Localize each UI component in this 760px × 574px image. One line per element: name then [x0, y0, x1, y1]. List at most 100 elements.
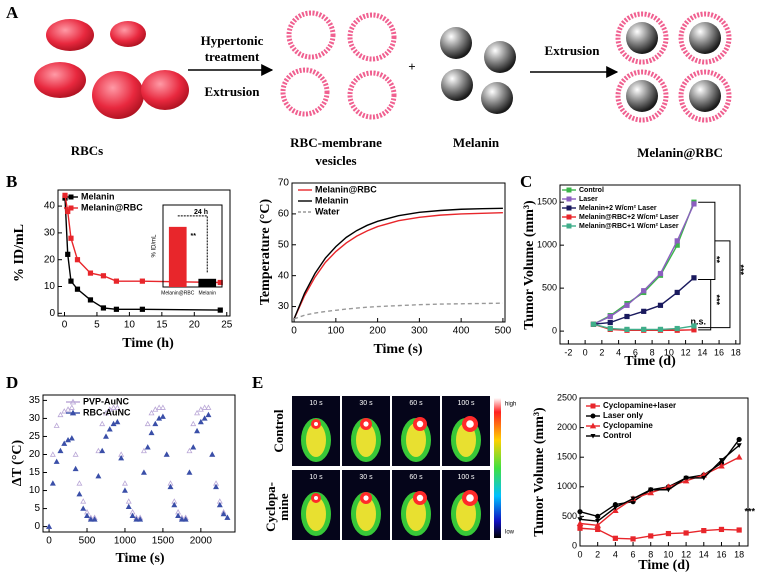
data-point: [159, 404, 166, 410]
data-point: [144, 420, 151, 427]
y-tick-label: 35: [29, 395, 41, 406]
melanin-particle: [484, 41, 516, 73]
data-point: [57, 411, 64, 418]
data-point: [201, 415, 208, 421]
diagram-label: Melanin@RBC: [637, 145, 723, 160]
data-point: [186, 469, 193, 475]
data-point: [87, 297, 94, 303]
series-line: [579, 439, 740, 518]
data-point: [144, 444, 151, 450]
x-axis-title: Time (s): [373, 342, 422, 357]
data-point: [114, 404, 121, 410]
x-tick-label: 5: [94, 320, 100, 331]
data-point: [607, 325, 613, 332]
data-point: [140, 447, 147, 454]
data-point: [736, 443, 742, 448]
data-point: [110, 404, 117, 410]
chart: 0 2 4 6 8 10 12 14 16 18 0 500 1000 1500 2000 2500 Time …: [532, 392, 755, 573]
data-point: [682, 477, 690, 484]
time-label: 100 s: [457, 474, 475, 481]
data-point: [167, 483, 174, 490]
data-point: [121, 480, 128, 486]
data-point: [118, 454, 125, 461]
data-point: [68, 278, 74, 284]
melanin-particle: [441, 69, 473, 101]
chart: % ID/mL 24 h ** Melanin@RBC Melanin: [152, 204, 223, 296]
legend-label: Melanin: [81, 191, 115, 201]
series-line: [293, 302, 503, 320]
data-point: [80, 505, 87, 511]
x-tick-label: 4: [616, 347, 621, 357]
data-point: [156, 404, 163, 410]
x-tick-label: 18: [731, 347, 741, 357]
row-label: mine: [276, 493, 291, 521]
data-point: [590, 321, 597, 327]
time-label: 60 s: [409, 474, 423, 481]
data-point: [182, 516, 189, 522]
data-point: [683, 475, 689, 481]
time-label: 30 s: [359, 400, 373, 407]
data-point: [80, 498, 87, 504]
data-point: [65, 251, 71, 257]
legend-label: PVP-AuNC: [83, 396, 130, 406]
plot-frame: [57, 189, 231, 317]
y-tick-label: 1000: [537, 240, 557, 250]
y-tick-label: 0: [552, 325, 557, 335]
chart: 0 100 200 300 400 500 30 40 50 60 70 Time (s) Temper…: [258, 178, 511, 358]
data-point: [674, 289, 680, 296]
y-axis-title: % ID/mL: [12, 224, 27, 282]
data-point: [69, 398, 77, 405]
vesicle: [280, 67, 330, 117]
data-point: [566, 187, 572, 193]
data-point: [106, 406, 113, 412]
data-point: [683, 530, 689, 536]
data-point: [148, 409, 155, 416]
data-point: [49, 480, 56, 486]
data-point: [110, 420, 117, 427]
data-point: [701, 528, 707, 534]
data-point: [114, 418, 121, 425]
y-tick-label: 0: [572, 540, 577, 550]
data-point: [590, 434, 596, 439]
x-tick-label: 100: [328, 326, 345, 337]
x-tick-label: 0: [62, 320, 68, 331]
y-tick-label: 5: [34, 503, 40, 514]
data-point: [612, 505, 618, 511]
data-point: [607, 319, 613, 326]
time-label: 10 s: [309, 474, 323, 481]
plus-sign: +: [408, 59, 415, 74]
data-point: [736, 527, 742, 533]
legend-label: Control: [603, 431, 631, 440]
legend-label: Melanin: [315, 195, 349, 205]
data-point: [99, 447, 106, 454]
x-tick-label: 2: [595, 549, 600, 559]
data-point: [701, 475, 707, 481]
melanin-particle: [481, 82, 513, 114]
diagram: RBCs Hypertonic treatment Extrusion RBC-…: [34, 10, 732, 168]
legend-label: Melanin@RBC: [81, 202, 143, 212]
data-point: [95, 447, 102, 454]
data-point: [62, 192, 68, 198]
data-point: [84, 512, 90, 519]
heat-spot: [416, 420, 424, 428]
data-point: [68, 205, 74, 211]
heat-spot: [314, 422, 318, 426]
data-point: [641, 288, 647, 294]
plot-frame: [162, 204, 223, 288]
x-tick-label: Melanin@RBC: [161, 290, 195, 296]
data-point: [630, 536, 636, 542]
x-tick-label: -2: [564, 347, 572, 357]
heat-spot: [363, 421, 369, 427]
data-point: [53, 458, 60, 464]
data-point: [576, 520, 584, 526]
y-tick-label: 40: [278, 270, 290, 281]
diagram-label: treatment: [205, 49, 260, 64]
chart: 0 500 1000 1500 2000 0 5 10 15 20 25 30 35 Time (s) ΔT…: [10, 394, 236, 566]
data-point: [61, 408, 68, 414]
data-point: [57, 447, 64, 454]
data-point: [125, 498, 132, 504]
x-tick-label: 0: [577, 549, 582, 559]
x-tick-label: 12: [681, 347, 691, 357]
plot-frame: [559, 184, 741, 345]
